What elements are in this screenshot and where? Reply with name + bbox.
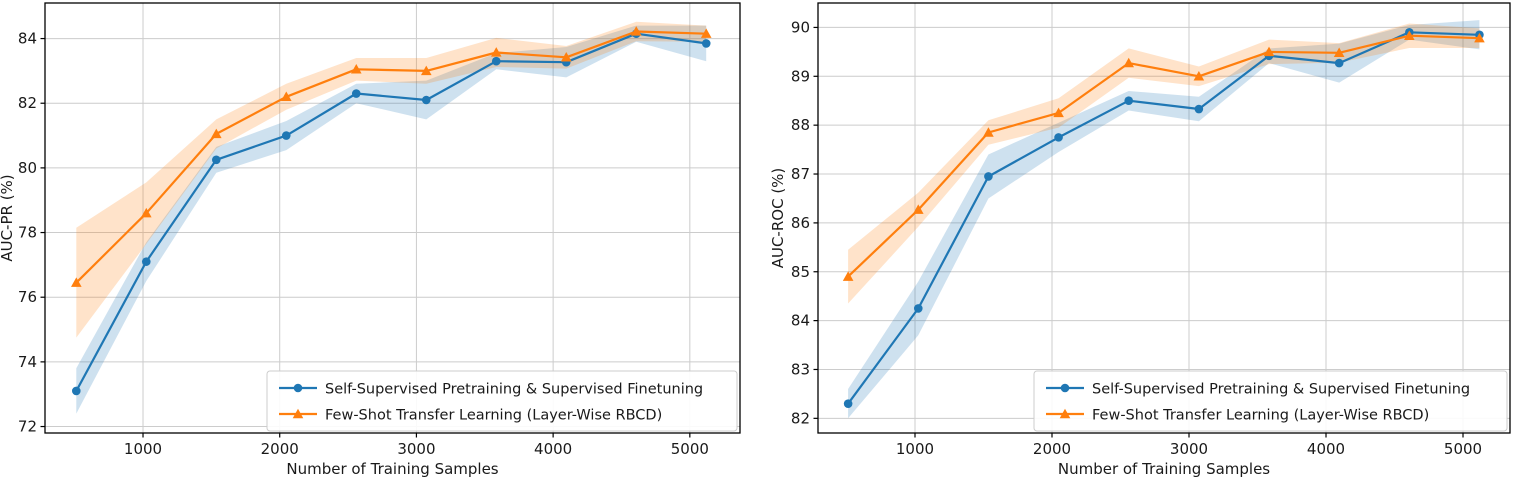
data-point-marker [1263,46,1275,57]
data-point-marker [420,65,432,76]
data-point-marker [700,28,712,38]
data-point-marker [210,128,222,139]
data-point-marker [211,155,221,165]
y-tick-label: 76 [18,288,37,306]
confidence-band-0 [76,25,707,414]
legend-label: Few-Shot Transfer Learning (Layer-Wise R… [325,408,662,424]
data-point-marker [280,91,292,101]
data-point-marker [71,277,82,287]
x-tick-label: 3000 [397,440,435,458]
y-tick-label: 87 [791,165,810,183]
x-tick-label: 2000 [261,440,299,458]
data-point-marker [72,386,81,396]
series-line-1 [846,34,1481,278]
legend-label: Self-Supervised Pretraining & Supervised… [325,382,703,398]
legend-box [1033,370,1508,432]
x-tick-label: 2000 [1033,440,1071,458]
x-axis-label: Number of Training Samples [1058,460,1270,477]
legend-circle-marker-icon [1060,383,1070,393]
y-tick-label: 86 [791,214,810,232]
y-tick-label: 72 [18,418,37,436]
x-tick-label: 4000 [534,440,572,458]
auc-roc-chart-canvas: 1000 2000 3000 4000 5000 82 83 84 85 86 87 88 89 90 Nu… [769,2,1511,477]
data-point-marker [1054,133,1063,142]
y-tick-label: 74 [18,353,37,371]
data-point-marker [1333,47,1345,58]
data-point-marker [630,26,642,36]
y-tick-label: 90 [791,18,810,36]
legend-label: Few-Shot Transfer Learning (Layer-Wise R… [1092,408,1429,424]
data-point-marker [843,399,853,408]
y-tick-label: 78 [18,224,37,242]
data-point-marker [1053,107,1064,118]
data-point-marker [560,52,572,62]
data-point-marker [1124,96,1134,106]
data-point-marker [1334,58,1344,68]
data-point-marker [842,271,854,281]
y-tick-label: 83 [791,360,810,378]
y-tick-label: 82 [18,94,37,112]
x-tick-label: 4000 [1307,440,1345,458]
data-point-marker [1123,57,1135,68]
data-point-marker [1404,30,1415,40]
data-point-marker [701,39,711,48]
legend-circle-marker-icon [293,383,303,393]
data-point-marker [350,63,362,74]
x-tick-label: 5000 [671,440,709,458]
y-tick-label: 80 [18,159,37,177]
x-tick-label: 1000 [124,440,162,458]
data-point-marker [913,304,923,313]
gridlines [818,3,1510,433]
confidence-band-0 [848,20,1480,419]
data-point-marker [351,89,361,98]
plot-border [44,2,741,434]
legend-label: Self-Supervised Pretraining & Supervised… [1092,382,1470,398]
y-tick-label: 89 [791,67,810,85]
data-point-marker [490,47,502,57]
legend-triangle-marker-icon [1059,408,1071,419]
plot-border [817,2,1511,434]
legend-triangle-marker-icon [292,408,304,419]
confidence-band-1 [848,23,1480,304]
x-axis-label: Number of Training Samples [286,460,498,477]
data-point-marker [983,127,994,137]
x-tick-label: 3000 [1170,440,1208,458]
y-axis-label: AUC-PR (%) [0,174,16,261]
auc-pr-chart-canvas: 1000 2000 3000 4000 5000 72 74 76 78 80 82 84 Number… [0,2,741,477]
x-tick-label: 5000 [1444,440,1482,458]
series-line-0 [75,32,708,393]
data-point-marker [140,207,152,218]
tick-marks [813,26,1464,438]
y-tick-label: 85 [791,263,810,281]
series-line-1 [75,30,708,284]
series-line-0 [846,31,1481,405]
y-tick-label: 82 [791,409,810,427]
data-point-marker [421,95,431,105]
y-axis-label: AUC-ROC (%) [769,168,787,269]
data-point-marker [912,204,924,214]
auc-pr-chart: 1000 2000 3000 4000 5000 72 74 76 78 80 82 84 Number… [0,2,741,477]
data-point-marker [491,56,501,66]
data-point-marker [1474,32,1485,43]
data-point-marker [1193,70,1205,81]
data-point-marker [984,172,993,181]
data-point-marker [141,257,151,266]
data-point-marker [1194,104,1204,114]
y-tick-label: 84 [18,30,37,48]
y-tick-label: 88 [791,116,810,134]
legend-box [266,370,738,432]
y-tick-label: 84 [791,312,810,330]
data-point-marker [281,131,291,140]
tick-marks [40,37,691,438]
x-tick-label: 1000 [896,440,934,458]
auc-roc-chart: 1000 2000 3000 4000 5000 82 83 84 85 86 87 88 89 90 Nu… [758,0,1516,477]
